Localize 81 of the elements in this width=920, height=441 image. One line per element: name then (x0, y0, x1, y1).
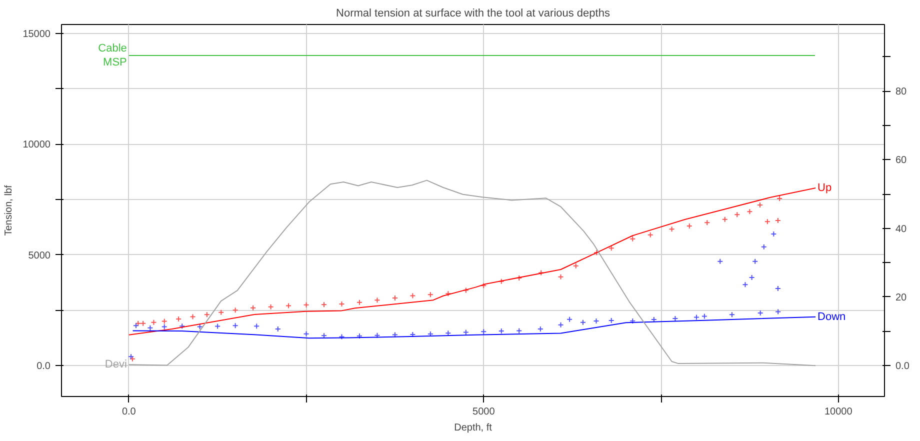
point (286, 302, 292, 309)
point (572, 262, 579, 269)
point (204, 312, 210, 318)
point (704, 220, 710, 226)
y2-tick-label: 80 (896, 86, 908, 98)
point (462, 329, 469, 336)
point (752, 258, 758, 264)
series-label: Devi (104, 358, 127, 371)
point (147, 324, 154, 331)
point (580, 319, 586, 326)
point (558, 274, 564, 280)
y-tick-label: 0.0 (36, 361, 51, 372)
point (757, 310, 764, 316)
series-label: Cable MSP (98, 42, 127, 69)
point (218, 309, 224, 316)
point (150, 319, 157, 326)
point (140, 320, 146, 326)
point (668, 226, 675, 232)
point (775, 308, 782, 315)
point (717, 258, 724, 264)
point (516, 328, 522, 334)
point (566, 316, 573, 322)
point (179, 323, 186, 330)
point (538, 270, 544, 276)
x-tick-label: 5000 (472, 406, 496, 418)
y2-tick-label: 20 (896, 292, 908, 304)
point (462, 287, 469, 294)
point (268, 304, 274, 310)
point (498, 278, 504, 284)
y-axis-title: Tension, lbf (4, 184, 15, 236)
point (338, 334, 345, 340)
x-tick-label: 0.0 (122, 406, 136, 418)
y2-tick-label: 40 (896, 224, 908, 235)
point (742, 282, 748, 288)
y2-tick-label: 60 (896, 155, 908, 166)
point (410, 332, 416, 338)
point (760, 244, 767, 250)
point (392, 332, 398, 338)
point (356, 299, 362, 306)
point (647, 232, 654, 238)
point (135, 320, 142, 326)
line-series (128, 187, 816, 336)
point (764, 218, 770, 225)
point (480, 282, 487, 289)
point (374, 332, 380, 338)
point (480, 328, 487, 335)
point (410, 292, 416, 299)
point (303, 302, 310, 308)
point (176, 316, 182, 322)
point (594, 250, 600, 256)
point (746, 208, 753, 215)
y-tick-label: 5000 (28, 250, 51, 262)
point (701, 313, 708, 320)
point (232, 322, 238, 329)
point (728, 312, 735, 318)
series-label: Up (818, 182, 832, 194)
point (445, 290, 452, 297)
point (250, 304, 256, 311)
point (161, 318, 168, 324)
point (722, 216, 728, 222)
point (427, 292, 434, 298)
series-label: Down (818, 310, 846, 323)
chart-title: Normal tension at surface with the tool at various depths (336, 8, 610, 20)
x-axis-title: Depth, ft (454, 422, 492, 434)
point (374, 297, 380, 304)
line-series (128, 180, 816, 366)
point (254, 323, 260, 330)
y2-tick-label: 0.0 (896, 361, 910, 372)
point (161, 324, 168, 330)
point (303, 330, 310, 337)
y-tick-label: 10000 (22, 140, 51, 151)
x-tick-label: 10000 (824, 406, 853, 418)
point (734, 212, 740, 218)
point (190, 314, 196, 320)
line-series (132, 316, 816, 339)
point (232, 307, 238, 314)
point (214, 323, 221, 330)
point (630, 236, 636, 242)
point (686, 223, 692, 229)
point (558, 322, 564, 328)
y-tick-label: 15000 (22, 28, 51, 40)
